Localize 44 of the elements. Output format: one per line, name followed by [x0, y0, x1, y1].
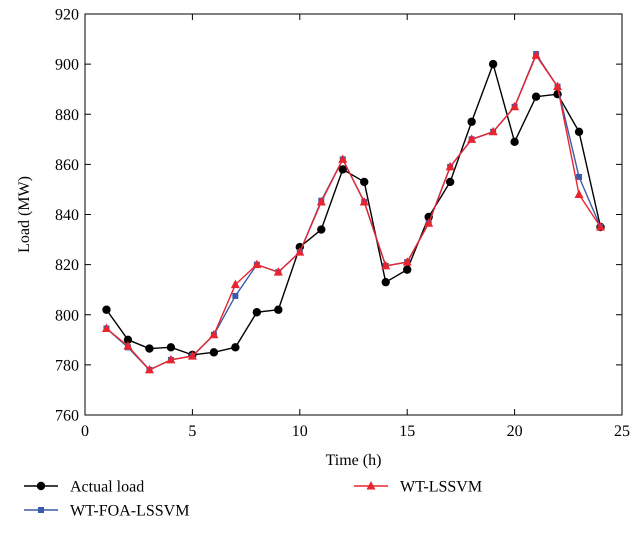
x-tick-label: 10 [292, 423, 308, 440]
y-tick-label: 920 [55, 6, 79, 24]
legend-label: WT-FOA-LSSVM [70, 502, 190, 520]
point [360, 178, 368, 186]
point [145, 344, 154, 353]
point [232, 292, 238, 299]
legend-label: Actual load [70, 478, 144, 496]
legend-label: WT-LSSVM [400, 478, 482, 496]
point [274, 306, 283, 314]
point [488, 60, 498, 68]
point [210, 348, 218, 357]
y-tick-label: 900 [55, 56, 79, 74]
point [576, 174, 582, 180]
y-tick-label: 840 [55, 207, 79, 224]
point [123, 341, 132, 350]
point [230, 280, 240, 288]
point [231, 343, 240, 352]
y-tick-label: 860 [55, 156, 79, 174]
point [532, 92, 540, 101]
x-axis-title: Time (h) [326, 452, 382, 469]
point [338, 165, 347, 174]
point [403, 265, 412, 274]
x-tick-label: 5 [188, 423, 196, 440]
point [382, 278, 390, 286]
y-tick-label: 880 [55, 106, 79, 124]
y-tick-label: 760 [55, 408, 79, 424]
point [124, 336, 132, 344]
point [446, 178, 454, 186]
x-tick-label: 20 [506, 423, 523, 440]
point [574, 189, 584, 198]
point [252, 308, 262, 316]
point [102, 306, 111, 314]
y-tick-label: 780 [55, 357, 79, 374]
point [467, 118, 476, 126]
point [317, 225, 326, 234]
x-tick-label: 15 [399, 423, 416, 440]
y-tick-label: 800 [55, 307, 79, 324]
x-tick-label: 25 [614, 423, 630, 440]
y-tick-label: 820 [55, 257, 79, 274]
point [574, 128, 584, 136]
y-axis-title: Load (MW) [16, 176, 33, 253]
x-tick-label: 0 [81, 423, 89, 440]
point [510, 138, 519, 146]
point [166, 343, 176, 352]
